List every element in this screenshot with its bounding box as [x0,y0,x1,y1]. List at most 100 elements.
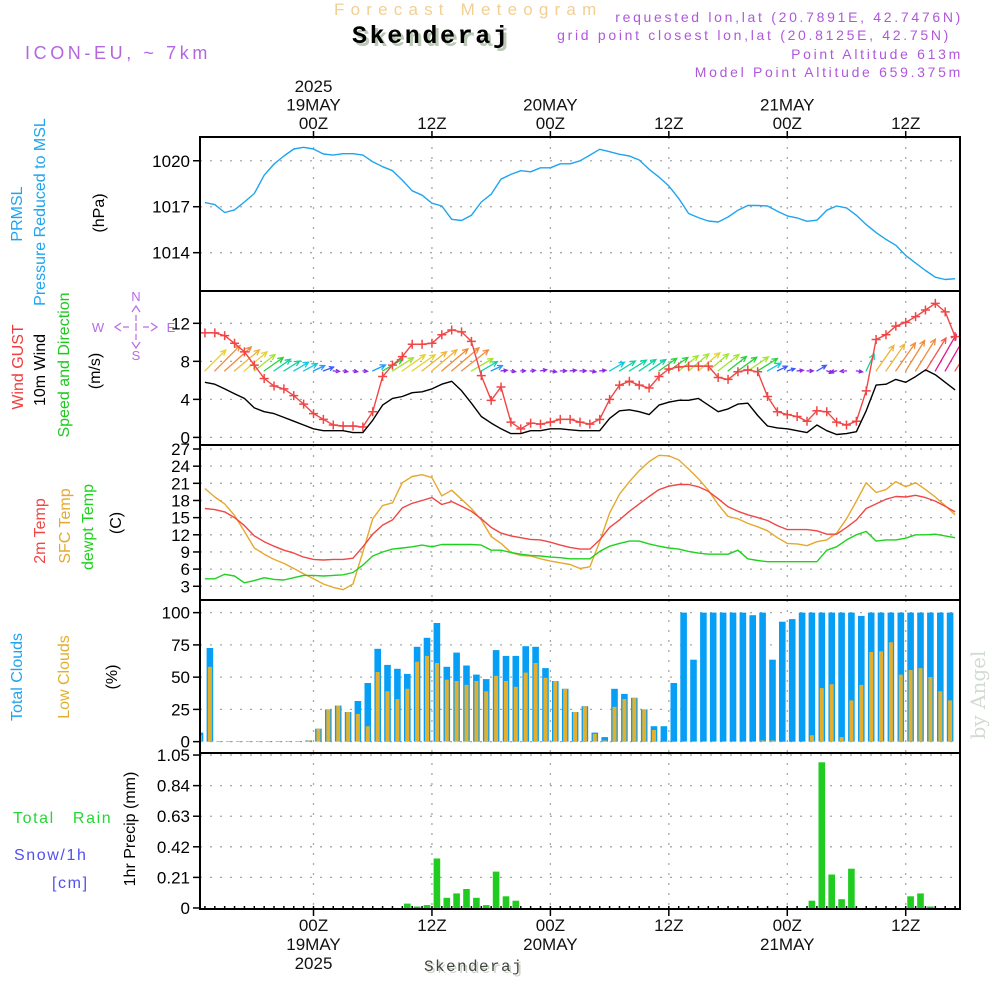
wind-arrow [293,361,310,372]
gust-marker [841,420,851,430]
gust-marker [259,373,269,383]
precipitation-y-tick-label: 1.05 [157,746,190,765]
rain-bar [828,874,835,908]
temp-unit-label: (C) [108,511,125,535]
gust-marker [299,399,309,409]
wind-arrow [490,364,504,372]
gust-marker [585,419,595,429]
low-clouds-bar [582,706,587,742]
prmsl-label: PRMSL [9,186,26,242]
low-clouds-bar [760,740,765,742]
gust-marker [427,338,437,348]
gust-marker [891,321,901,331]
clouds-y-tick-label: 75 [171,636,190,655]
total-clouds-bar [700,612,707,742]
low-clouds-bar [336,705,341,742]
bottom-time-label: 21MAY [760,935,815,954]
gust-marker [338,421,348,431]
wind-arrow [233,348,261,372]
low-clouds-bar [938,691,943,742]
low-clouds-bar [592,733,597,742]
temperature-y-tick-label: 27 [171,440,190,459]
wind-y-tick-label: 12 [171,314,190,333]
top-time-label: 19MAY [286,96,341,115]
low-clouds-bar [533,663,538,742]
gust-marker [545,417,555,427]
temperature-y-tick-label: 6 [181,560,190,579]
wind-gust-label: Wind GUST [10,324,27,410]
bottom-time-label: 12Z [417,916,446,935]
low-clouds-bar [296,741,301,742]
precipitation-y-tick-label: 0.63 [157,807,190,826]
wind-arrow [529,368,537,373]
low-clouds-bar [908,670,913,742]
low-clouds-bar [474,681,479,742]
gust-marker [279,384,289,394]
temperature-y-tick-label: 21 [171,474,190,493]
gust-marker [575,417,585,427]
low-clouds-bar [563,688,568,742]
pressure-marks [204,146,956,281]
wind-arrow [924,336,947,372]
low-clouds-bar [434,663,439,742]
wind-y-tick-label: 0 [181,428,190,447]
gust-marker [289,391,299,401]
wind-arrow [599,368,608,373]
low-clouds-bar [454,681,459,742]
rain-bar [907,896,914,908]
total-clouds-bar [660,726,668,742]
wind-arrow [520,368,527,374]
rain-bar [482,905,490,908]
total-clouds-bar [769,659,776,742]
wind-arrow [480,360,499,372]
clouds-marks [200,612,954,742]
total-clouds-bar [937,612,944,742]
grid-point-coordinates: grid point closest lon,lat (20.8125E, 42… [557,27,951,43]
total-clouds-bar [838,612,845,742]
wind-arrow [441,347,470,372]
gust-marker [644,383,654,393]
wind-y-tick-label: 4 [181,390,190,409]
gust-marker [249,360,259,370]
low-clouds-bar [237,741,242,742]
wind-arrow [648,358,668,372]
low-clouds-bar [227,741,232,742]
low-clouds-bar [612,706,617,742]
pressure-reduced-label: Pressure Reduced to MSL [32,118,49,306]
dewpoint-line [204,530,956,584]
total-clouds-bar [680,612,687,742]
precipitation-y-tick-label: 0.42 [157,838,190,857]
compass-east-label: E [167,320,176,335]
top-time-label: 2025 [295,77,333,96]
low-clouds-bar [632,697,637,742]
low-clouds-bar [277,741,281,742]
low-clouds-bar [257,741,262,742]
top-time-label: 12Z [891,114,920,133]
temperature-marks [204,454,956,591]
low-clouds-bar [809,735,814,742]
low-clouds-bar [444,679,449,742]
total-clouds-bar [779,621,786,742]
top-time-label: 00Z [773,114,802,133]
top-time-label: 00Z [536,114,565,133]
wind-arrow [312,364,327,372]
low-clouds-bar [484,691,489,742]
wind-arrow [391,356,415,372]
bottom-time-label: 00Z [536,916,565,935]
wind-arrow [569,368,578,373]
gust-marker [920,305,930,315]
total-clouds-bar [828,612,835,742]
low-clouds-bar [316,728,321,742]
temperature-y-tick-label: 3 [181,577,190,596]
total-clouds-bar [729,612,737,742]
gust-marker [417,339,427,349]
rain-bar [848,868,855,908]
rain-bar [473,897,480,908]
gust-marker [309,409,319,419]
rain-bar [502,896,510,908]
wind-arrow [224,346,253,372]
pressure-y-tick-label: 1020 [152,152,190,171]
clouds-y-tick-label: 50 [171,668,190,687]
total-clouds-bar [601,737,608,742]
wind-arrow [539,368,549,373]
